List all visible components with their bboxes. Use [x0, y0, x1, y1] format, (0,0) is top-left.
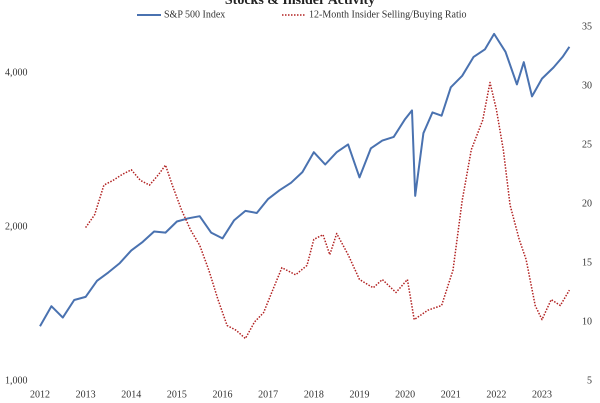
series-line	[84, 81, 571, 340]
x-tick-label: 2017	[258, 389, 278, 400]
y-tick-label: 1,000	[5, 375, 28, 386]
x-tick-label: 2014	[121, 389, 141, 400]
x-tick-label: 2016	[213, 389, 233, 400]
x-tick-label: 2015	[167, 389, 187, 400]
x-tick-label: 2020	[395, 389, 415, 400]
y2-tick-label: 25	[582, 139, 592, 150]
x-tick-label: 2022	[486, 389, 506, 400]
y2-tick-label: 20	[582, 198, 592, 209]
y2-tick-label: 10	[582, 316, 592, 327]
x-tick-label: 2012	[30, 389, 50, 400]
x-tick-label: 2019	[349, 389, 369, 400]
x-tick-label: 2018	[304, 389, 324, 400]
x-tick-label: 2023	[532, 389, 552, 400]
chart-title: Stocks & Insider Activity	[225, 0, 375, 8]
y2-tick-label: 5	[587, 375, 592, 386]
y-tick-label: 2,000	[5, 221, 28, 232]
series-line	[39, 32, 571, 327]
y2-tick-label: 30	[582, 80, 592, 91]
x-tick-label: 2013	[76, 389, 96, 400]
y2-tick-label: 35	[582, 21, 592, 32]
y-tick-label: 4,000	[5, 67, 28, 78]
legend-label: S&P 500 Index	[164, 9, 225, 20]
legend-label: 12-Month Insider Selling/Buying Ratio	[309, 9, 467, 20]
y2-tick-label: 15	[582, 257, 592, 268]
x-tick-label: 2021	[441, 389, 461, 400]
